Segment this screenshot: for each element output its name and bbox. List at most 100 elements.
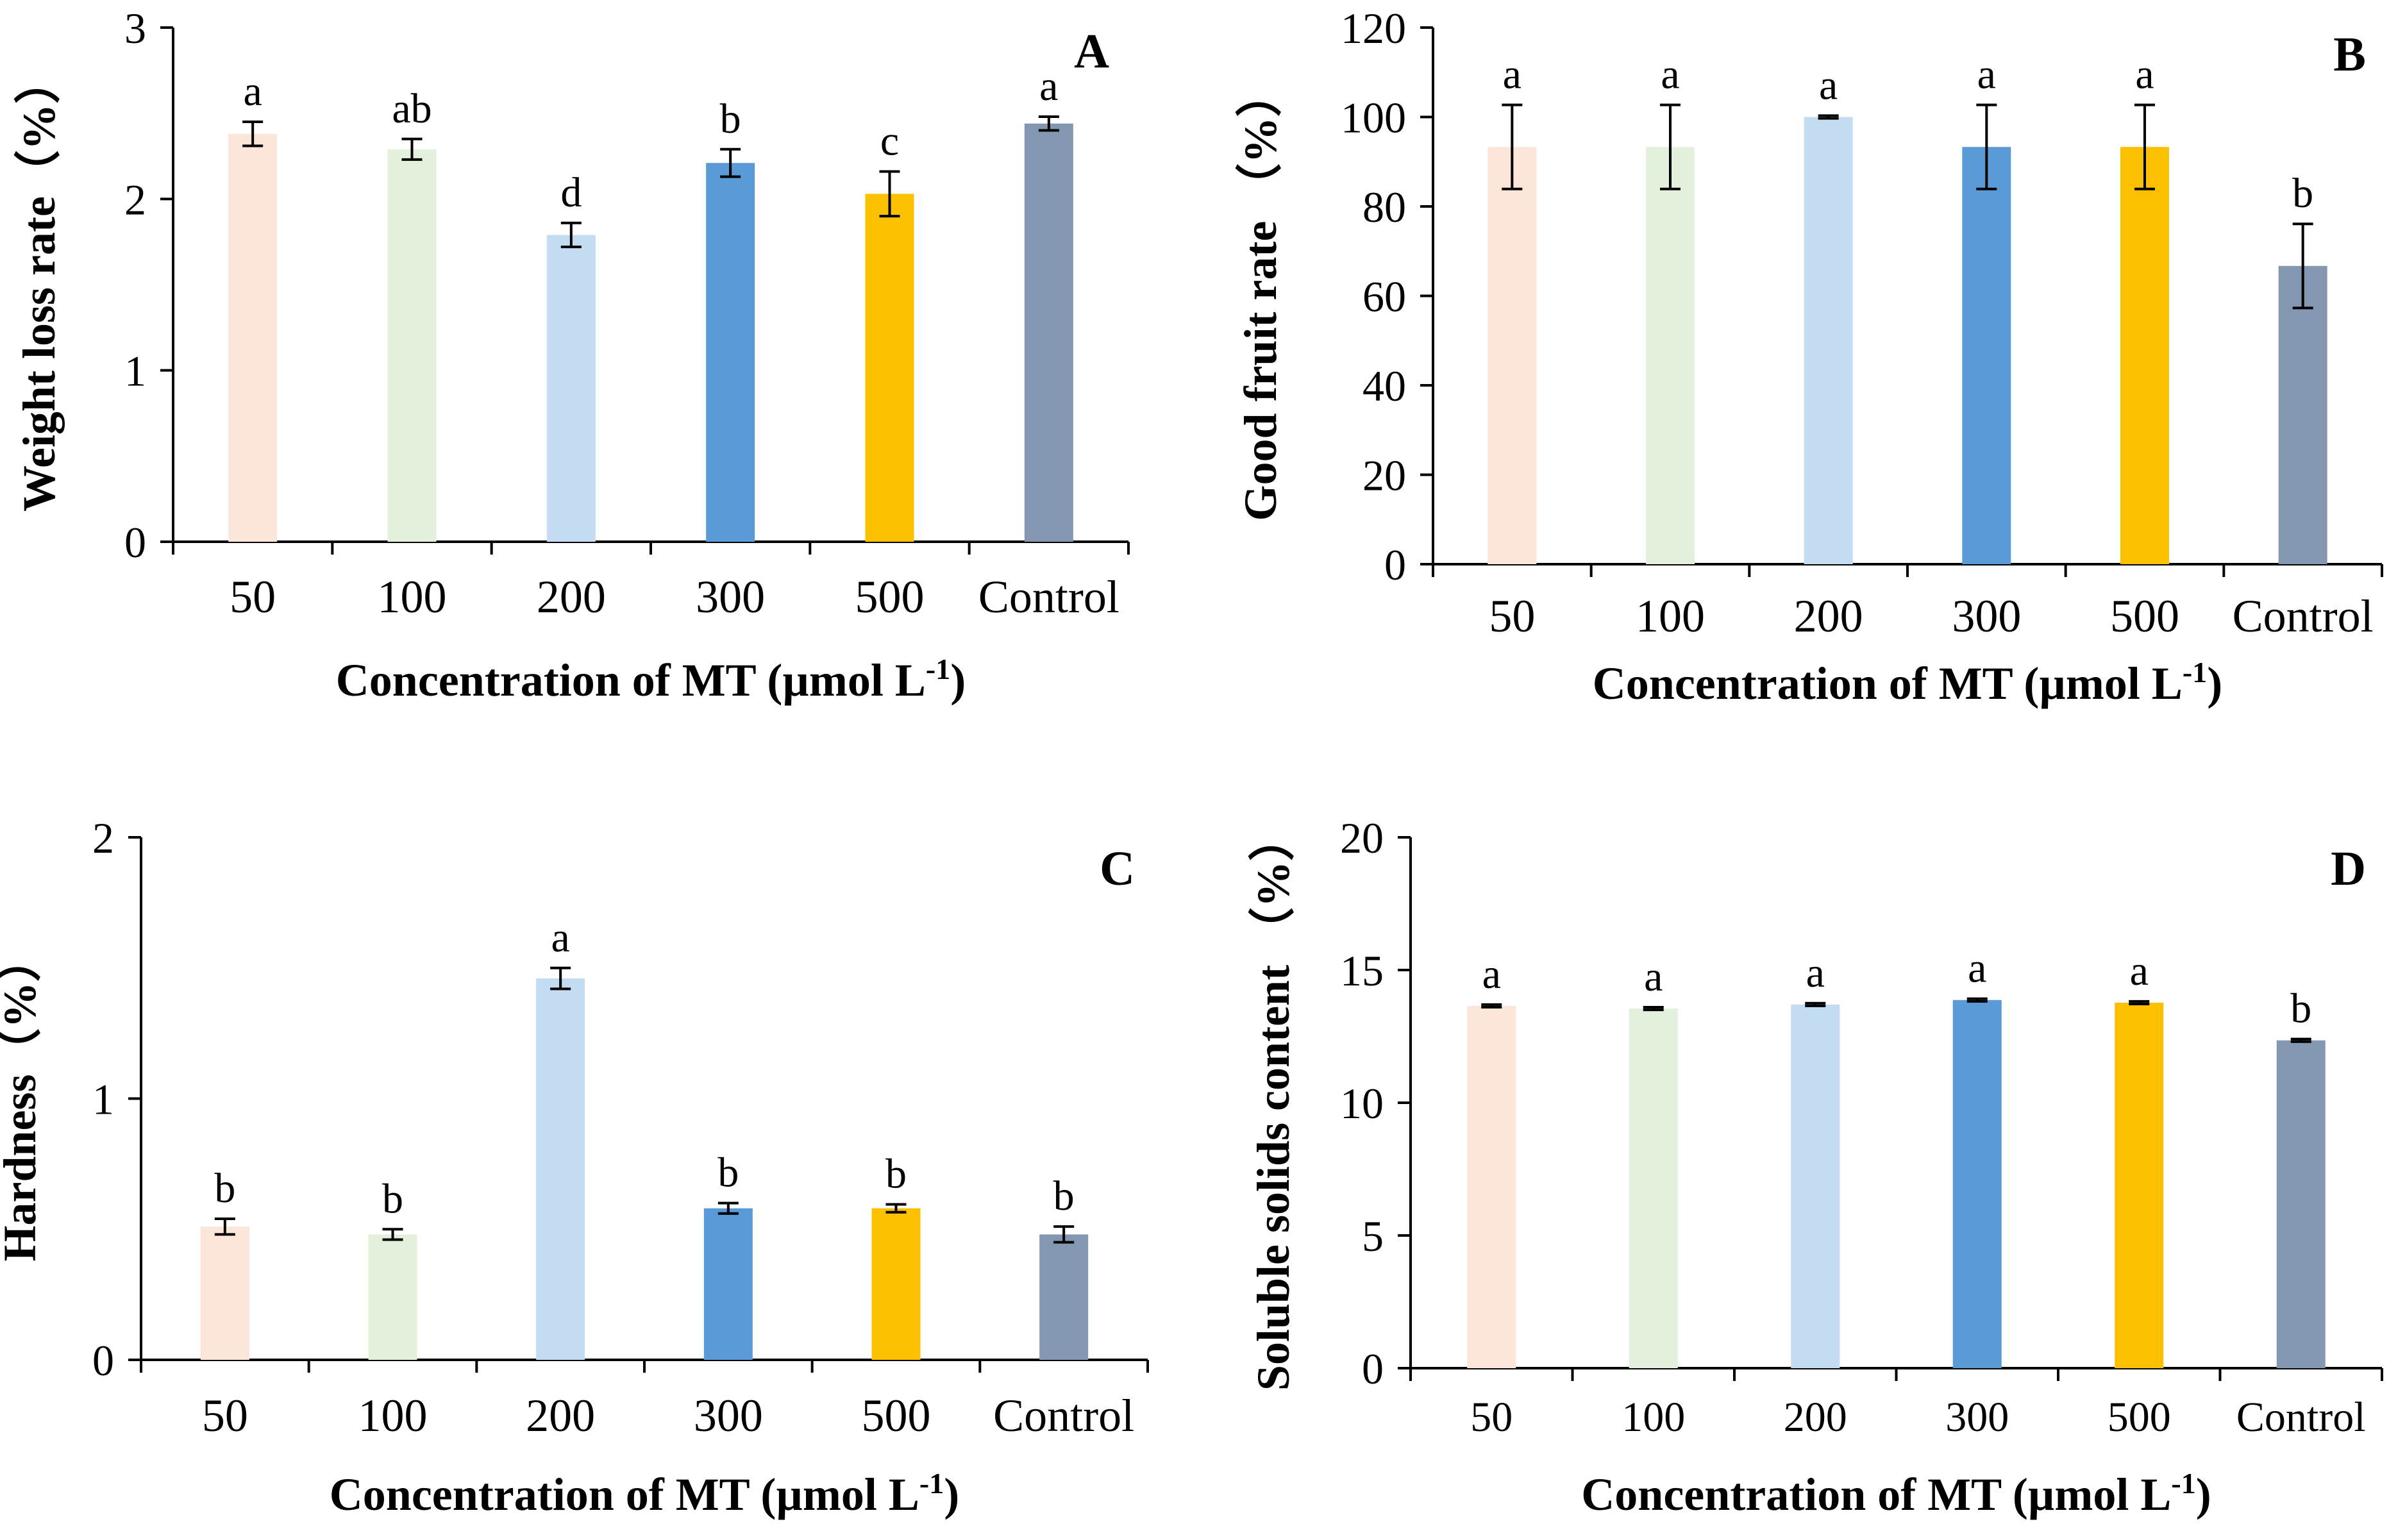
significance-letter: a <box>551 914 570 961</box>
y-tick-label: 20 <box>1362 451 1406 500</box>
bar <box>706 163 755 542</box>
x-axis-title: Concentration of MT (µmol L-1) <box>1581 1467 2211 1520</box>
bar <box>1629 1009 1678 1368</box>
y-tick-label: 10 <box>1340 1079 1384 1128</box>
bar <box>546 235 596 542</box>
bar <box>1952 1000 2002 1368</box>
category-label: 50 <box>1489 590 1535 642</box>
category-label: Control <box>978 571 1119 623</box>
category-label: 100 <box>358 1390 428 1441</box>
y-axis-title: Soluble solids content （%） <box>1248 815 1299 1391</box>
bar <box>703 1208 753 1360</box>
category-label: 50 <box>1470 1394 1513 1441</box>
significance-letter: a <box>1482 951 1501 998</box>
bar <box>1646 147 1695 565</box>
bar <box>1024 123 1073 542</box>
significance-letter: b <box>1053 1173 1075 1219</box>
significance-letter: a <box>1819 62 1838 108</box>
significance-letter: b <box>720 96 741 142</box>
category-label: 200 <box>537 571 606 623</box>
panel-letter: C <box>1100 842 1135 896</box>
y-tick-label: 2 <box>92 814 114 862</box>
category-label: 300 <box>696 571 765 623</box>
y-tick-label: 5 <box>1362 1212 1384 1260</box>
y-tick-label: 20 <box>1340 814 1384 862</box>
significance-letter: b <box>717 1150 739 1196</box>
significance-letter: b <box>885 1151 907 1198</box>
y-tick-label: 0 <box>124 518 146 567</box>
x-axis-title: Concentration of MT (µmol L-1) <box>330 1467 959 1520</box>
y-tick-label: 3 <box>124 4 146 53</box>
panel-letter: B <box>2333 28 2366 81</box>
significance-letter: a <box>1661 51 1679 98</box>
y-axis-title: Weight loss rate（%） <box>13 58 65 512</box>
bar <box>1039 1234 1089 1360</box>
bar <box>368 1234 417 1360</box>
significance-letter: a <box>1644 953 1663 1000</box>
y-tick-label: 100 <box>1341 94 1406 142</box>
significance-letter: a <box>244 68 262 115</box>
significance-letter: c <box>880 118 899 165</box>
category-label: 50 <box>202 1390 248 1441</box>
y-axis-title: Hardness（%） <box>0 935 46 1261</box>
category-label: Control <box>2233 590 2374 642</box>
chart-panel-d: 0 5 10 15 20 a 50 a 100 a 200 a 300 a 500 b Control Conce… <box>1248 814 2383 1520</box>
chart-panel-b: 0 20 40 60 80 100 120 a 50 a 100 a 200 a 300 a 500 b Contr… <box>1235 4 2383 709</box>
y-tick-label: 1 <box>124 347 146 396</box>
category-label: Control <box>2236 1394 2366 1441</box>
bar <box>865 194 914 542</box>
significance-letter: b <box>382 1175 403 1222</box>
category-label: 100 <box>1636 590 1705 642</box>
bar <box>1804 117 1853 564</box>
category-label: Control <box>993 1390 1134 1441</box>
bar <box>200 1226 249 1360</box>
y-tick-label: 0 <box>1384 540 1406 589</box>
category-label: 100 <box>1622 1394 1685 1441</box>
panel-letter: A <box>1074 24 1109 78</box>
significance-letter: a <box>1039 63 1058 110</box>
category-label: 500 <box>2108 1394 2171 1441</box>
category-label: 300 <box>694 1390 763 1441</box>
bar <box>2115 1002 2164 1368</box>
y-tick-label: 60 <box>1362 272 1406 321</box>
bar <box>1467 1005 1516 1368</box>
chart-panel-c: 0 1 2 b 50 b 100 a 200 b 300 b 500 b Control Concentrat… <box>0 814 1149 1520</box>
panel-letter: D <box>2331 842 2366 896</box>
y-tick-label: 80 <box>1362 183 1406 231</box>
bar <box>228 133 278 542</box>
bar <box>1962 147 2011 565</box>
category-label: 500 <box>855 571 925 623</box>
y-tick-label: 120 <box>1341 4 1406 53</box>
category-label: 100 <box>378 571 447 623</box>
category-label: 500 <box>862 1390 931 1441</box>
y-tick-label: 2 <box>124 175 146 224</box>
significance-letter: b <box>2290 985 2311 1032</box>
x-axis-title: Concentration of MT (µmol L-1) <box>336 653 966 706</box>
significance-letter: b <box>2292 170 2313 217</box>
bar <box>387 149 437 542</box>
y-tick-label: 15 <box>1340 946 1384 995</box>
significance-letter: a <box>1977 51 1996 98</box>
y-tick-label: 1 <box>92 1075 114 1124</box>
category-label: 200 <box>526 1390 595 1441</box>
category-label: 300 <box>1945 1394 2009 1441</box>
category-label: 200 <box>1794 590 1863 642</box>
category-label: 50 <box>230 571 276 623</box>
bar <box>1791 1004 1840 1368</box>
x-axis-title: Concentration of MT (µmol L-1) <box>1593 656 2222 709</box>
bar <box>2120 147 2169 565</box>
significance-letter: a <box>1806 950 1825 996</box>
category-label: 500 <box>2110 590 2179 642</box>
bar <box>1488 147 1537 565</box>
bar <box>2278 265 2327 564</box>
y-tick-label: 40 <box>1362 362 1406 410</box>
significance-letter: a <box>1503 51 1521 98</box>
significance-letter: d <box>560 169 582 216</box>
significance-letter: a <box>1968 945 1986 992</box>
category-label: 200 <box>1784 1394 1847 1441</box>
y-tick-label: 0 <box>1362 1344 1384 1393</box>
category-label: 300 <box>1952 590 2021 642</box>
y-tick-label: 0 <box>92 1336 114 1385</box>
bar <box>536 978 585 1360</box>
